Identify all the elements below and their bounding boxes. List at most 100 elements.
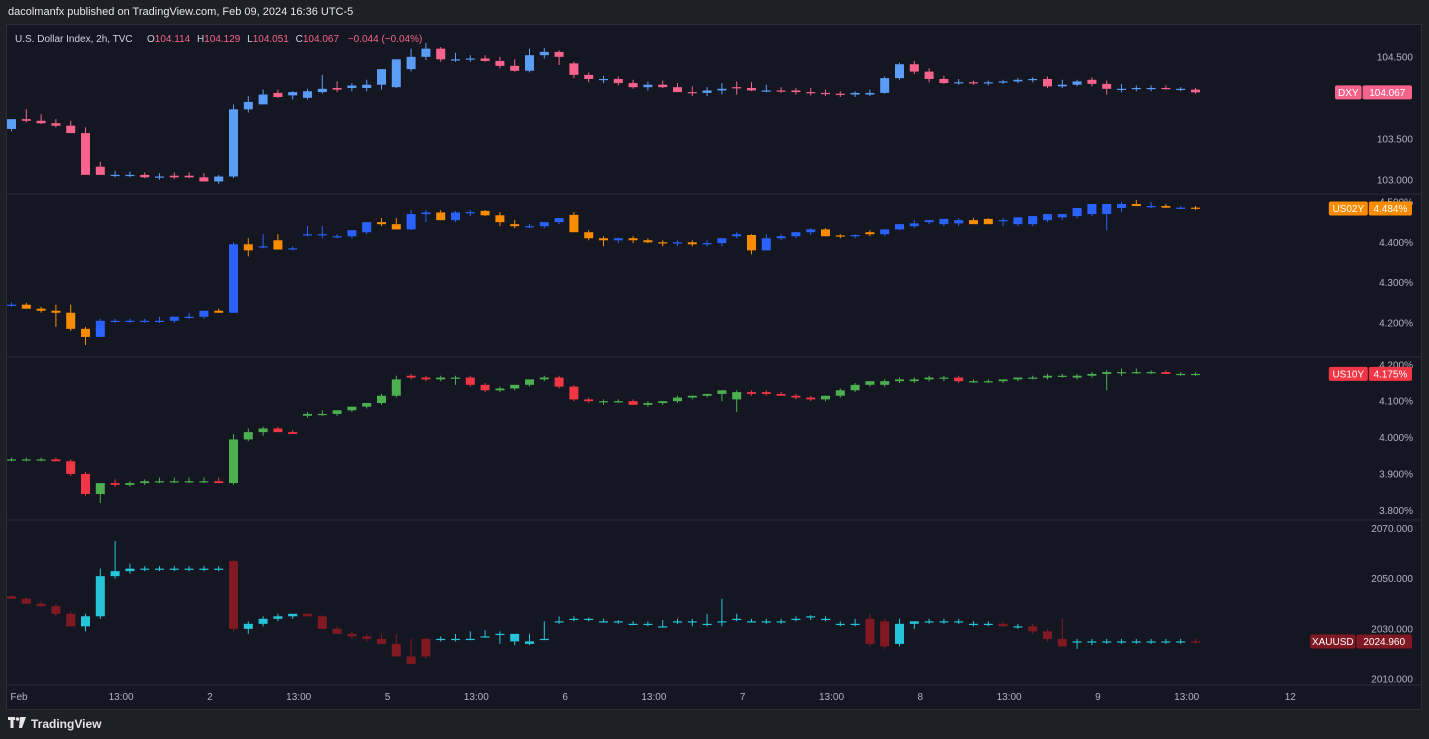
candle[interactable]	[554, 50, 564, 66]
candle-body[interactable]	[1117, 204, 1126, 209]
candle[interactable]	[939, 75, 949, 84]
candle-body[interactable]	[880, 621, 890, 647]
candle[interactable]	[909, 377, 919, 384]
candle-body[interactable]	[717, 390, 727, 394]
candle-body[interactable]	[36, 120, 46, 124]
candle[interactable]	[377, 393, 386, 405]
candle-body[interactable]	[791, 395, 801, 398]
candle-body[interactable]	[258, 618, 268, 624]
candle-body[interactable]	[66, 613, 76, 627]
candle-body[interactable]	[495, 60, 505, 66]
candle[interactable]	[643, 401, 653, 407]
candle[interactable]	[332, 81, 342, 93]
candle-body[interactable]	[332, 628, 342, 634]
candle[interactable]	[377, 633, 386, 644]
candle[interactable]	[7, 119, 16, 132]
candle-body[interactable]	[909, 621, 919, 624]
candle[interactable]	[850, 234, 860, 239]
candle-body[interactable]	[36, 459, 46, 461]
candle-body[interactable]	[865, 618, 875, 644]
candle-body[interactable]	[406, 214, 416, 230]
candle[interactable]	[613, 620, 623, 624]
candle-body[interactable]	[199, 177, 209, 182]
candle[interactable]	[1146, 202, 1156, 209]
candle-body[interactable]	[495, 633, 505, 636]
candle[interactable]	[1146, 638, 1156, 644]
candle-body[interactable]	[243, 101, 253, 110]
candle-body[interactable]	[732, 618, 742, 621]
candle[interactable]	[51, 603, 61, 617]
candle-body[interactable]	[1191, 641, 1200, 643]
candle-body[interactable]	[1161, 206, 1171, 208]
candle-body[interactable]	[732, 392, 742, 400]
candle[interactable]	[850, 618, 860, 627]
candle-body[interactable]	[717, 88, 727, 91]
candle[interactable]	[184, 172, 194, 179]
candle-body[interactable]	[1057, 214, 1067, 218]
candle-body[interactable]	[1131, 204, 1141, 207]
candle[interactable]	[199, 477, 209, 484]
candle[interactable]	[584, 230, 594, 241]
candle-body[interactable]	[125, 174, 135, 177]
candle-body[interactable]	[835, 235, 845, 237]
candle[interactable]	[673, 395, 682, 404]
candle[interactable]	[924, 68, 934, 83]
candle-body[interactable]	[761, 392, 771, 394]
candle[interactable]	[184, 312, 194, 319]
candle-body[interactable]	[66, 312, 76, 329]
candle[interactable]	[1176, 87, 1186, 92]
candle-body[interactable]	[821, 92, 830, 95]
candle[interactable]	[776, 392, 786, 396]
candle-body[interactable]	[110, 483, 120, 485]
candle[interactable]	[125, 318, 135, 323]
candle[interactable]	[125, 481, 135, 487]
candle[interactable]	[21, 457, 31, 462]
candle-body[interactable]	[747, 392, 756, 394]
candle-body[interactable]	[613, 78, 623, 84]
candle-body[interactable]	[983, 218, 993, 225]
candle[interactable]	[1176, 372, 1186, 376]
candle[interactable]	[377, 218, 386, 227]
candle-body[interactable]	[421, 638, 431, 657]
candle[interactable]	[332, 234, 342, 239]
candle[interactable]	[658, 240, 668, 247]
candle-body[interactable]	[599, 401, 608, 403]
candle-body[interactable]	[776, 90, 786, 92]
candle[interactable]	[791, 616, 801, 622]
candle-body[interactable]	[1072, 81, 1082, 85]
candle[interactable]	[391, 375, 401, 398]
candle[interactable]	[525, 379, 534, 387]
candle-body[interactable]	[347, 633, 357, 637]
candle[interactable]	[155, 566, 164, 572]
candle[interactable]	[687, 86, 697, 97]
candle-body[interactable]	[288, 248, 298, 250]
candle-body[interactable]	[1131, 87, 1141, 90]
candle[interactable]	[791, 87, 801, 95]
candle-body[interactable]	[362, 84, 372, 88]
candle-body[interactable]	[288, 613, 298, 617]
candle-body[interactable]	[865, 381, 875, 385]
candle[interactable]	[599, 618, 608, 623]
candle-body[interactable]	[155, 481, 164, 483]
candle[interactable]	[495, 386, 505, 393]
candle[interactable]	[155, 316, 164, 323]
candle[interactable]	[821, 89, 830, 97]
candle[interactable]	[539, 375, 549, 382]
candle-body[interactable]	[362, 222, 372, 233]
candle[interactable]	[125, 563, 135, 574]
candle-body[interactable]	[865, 232, 875, 235]
candle[interactable]	[495, 56, 505, 69]
candle-body[interactable]	[998, 379, 1008, 382]
candle-body[interactable]	[1028, 626, 1038, 632]
candle-body[interactable]	[243, 244, 253, 251]
candle[interactable]	[66, 304, 76, 331]
candle-body[interactable]	[510, 384, 520, 389]
candle-body[interactable]	[806, 92, 816, 94]
candle-body[interactable]	[21, 459, 31, 461]
candle-body[interactable]	[717, 621, 727, 623]
candle[interactable]	[110, 170, 120, 178]
candle[interactable]	[628, 236, 638, 244]
candle-body[interactable]	[584, 74, 594, 79]
candle[interactable]	[406, 373, 416, 380]
